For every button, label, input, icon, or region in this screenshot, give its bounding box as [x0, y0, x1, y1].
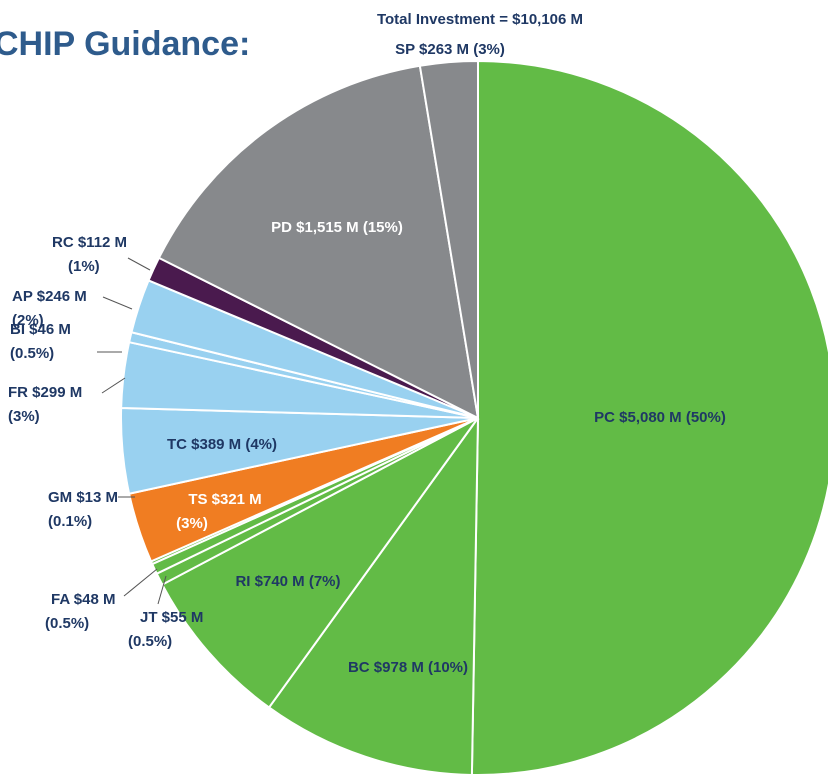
slice-label: BI $46 M — [10, 321, 71, 338]
slice-label: AP $246 M — [12, 288, 87, 305]
slice-label: JT $55 M — [140, 609, 203, 626]
leader-line — [101, 377, 126, 394]
pie-slice — [418, 59, 479, 419]
pie-slice — [267, 414, 480, 775]
leader-line — [102, 296, 133, 310]
slice-label: RI $740 M (7%) — [235, 573, 340, 590]
leader-line — [123, 568, 158, 597]
slice-label: BC $978 M (10%) — [348, 659, 468, 676]
slice-label: (0.5%) — [10, 345, 54, 362]
pie-slice — [470, 59, 828, 775]
leader-line — [157, 575, 167, 605]
slice-label: TC $389 M (4%) — [167, 436, 277, 453]
slice-label: FA $48 M — [51, 591, 115, 608]
pie-slice — [160, 417, 479, 709]
slice-label: (0.5%) — [45, 615, 89, 632]
slice-label: (2%) — [12, 312, 44, 329]
slice-label: FR $299 M — [8, 384, 82, 401]
slice-label: (1%) — [68, 258, 100, 275]
slice-label: RC $112 M — [52, 234, 127, 251]
pie-slice — [157, 64, 480, 420]
slice-label: PD $1,515 M (15%) — [271, 219, 403, 236]
chart-title: CHIP Guidance: — [0, 25, 250, 63]
slice-label: (0.1%) — [48, 513, 92, 530]
slice-label: SP $263 M (3%) — [395, 41, 505, 58]
slice-label: (3%) — [8, 408, 40, 425]
slice-label: GM $13 M — [48, 489, 118, 506]
slice-label: PC $5,080 M (50%) — [594, 409, 726, 426]
slice-label: (0.5%) — [128, 633, 172, 650]
chart-subtitle: Total Investment = $10,106 M — [377, 11, 583, 28]
slice-label: (3%) — [176, 515, 208, 532]
leader-line — [127, 257, 151, 271]
slice-label: TS $321 M — [188, 491, 261, 508]
